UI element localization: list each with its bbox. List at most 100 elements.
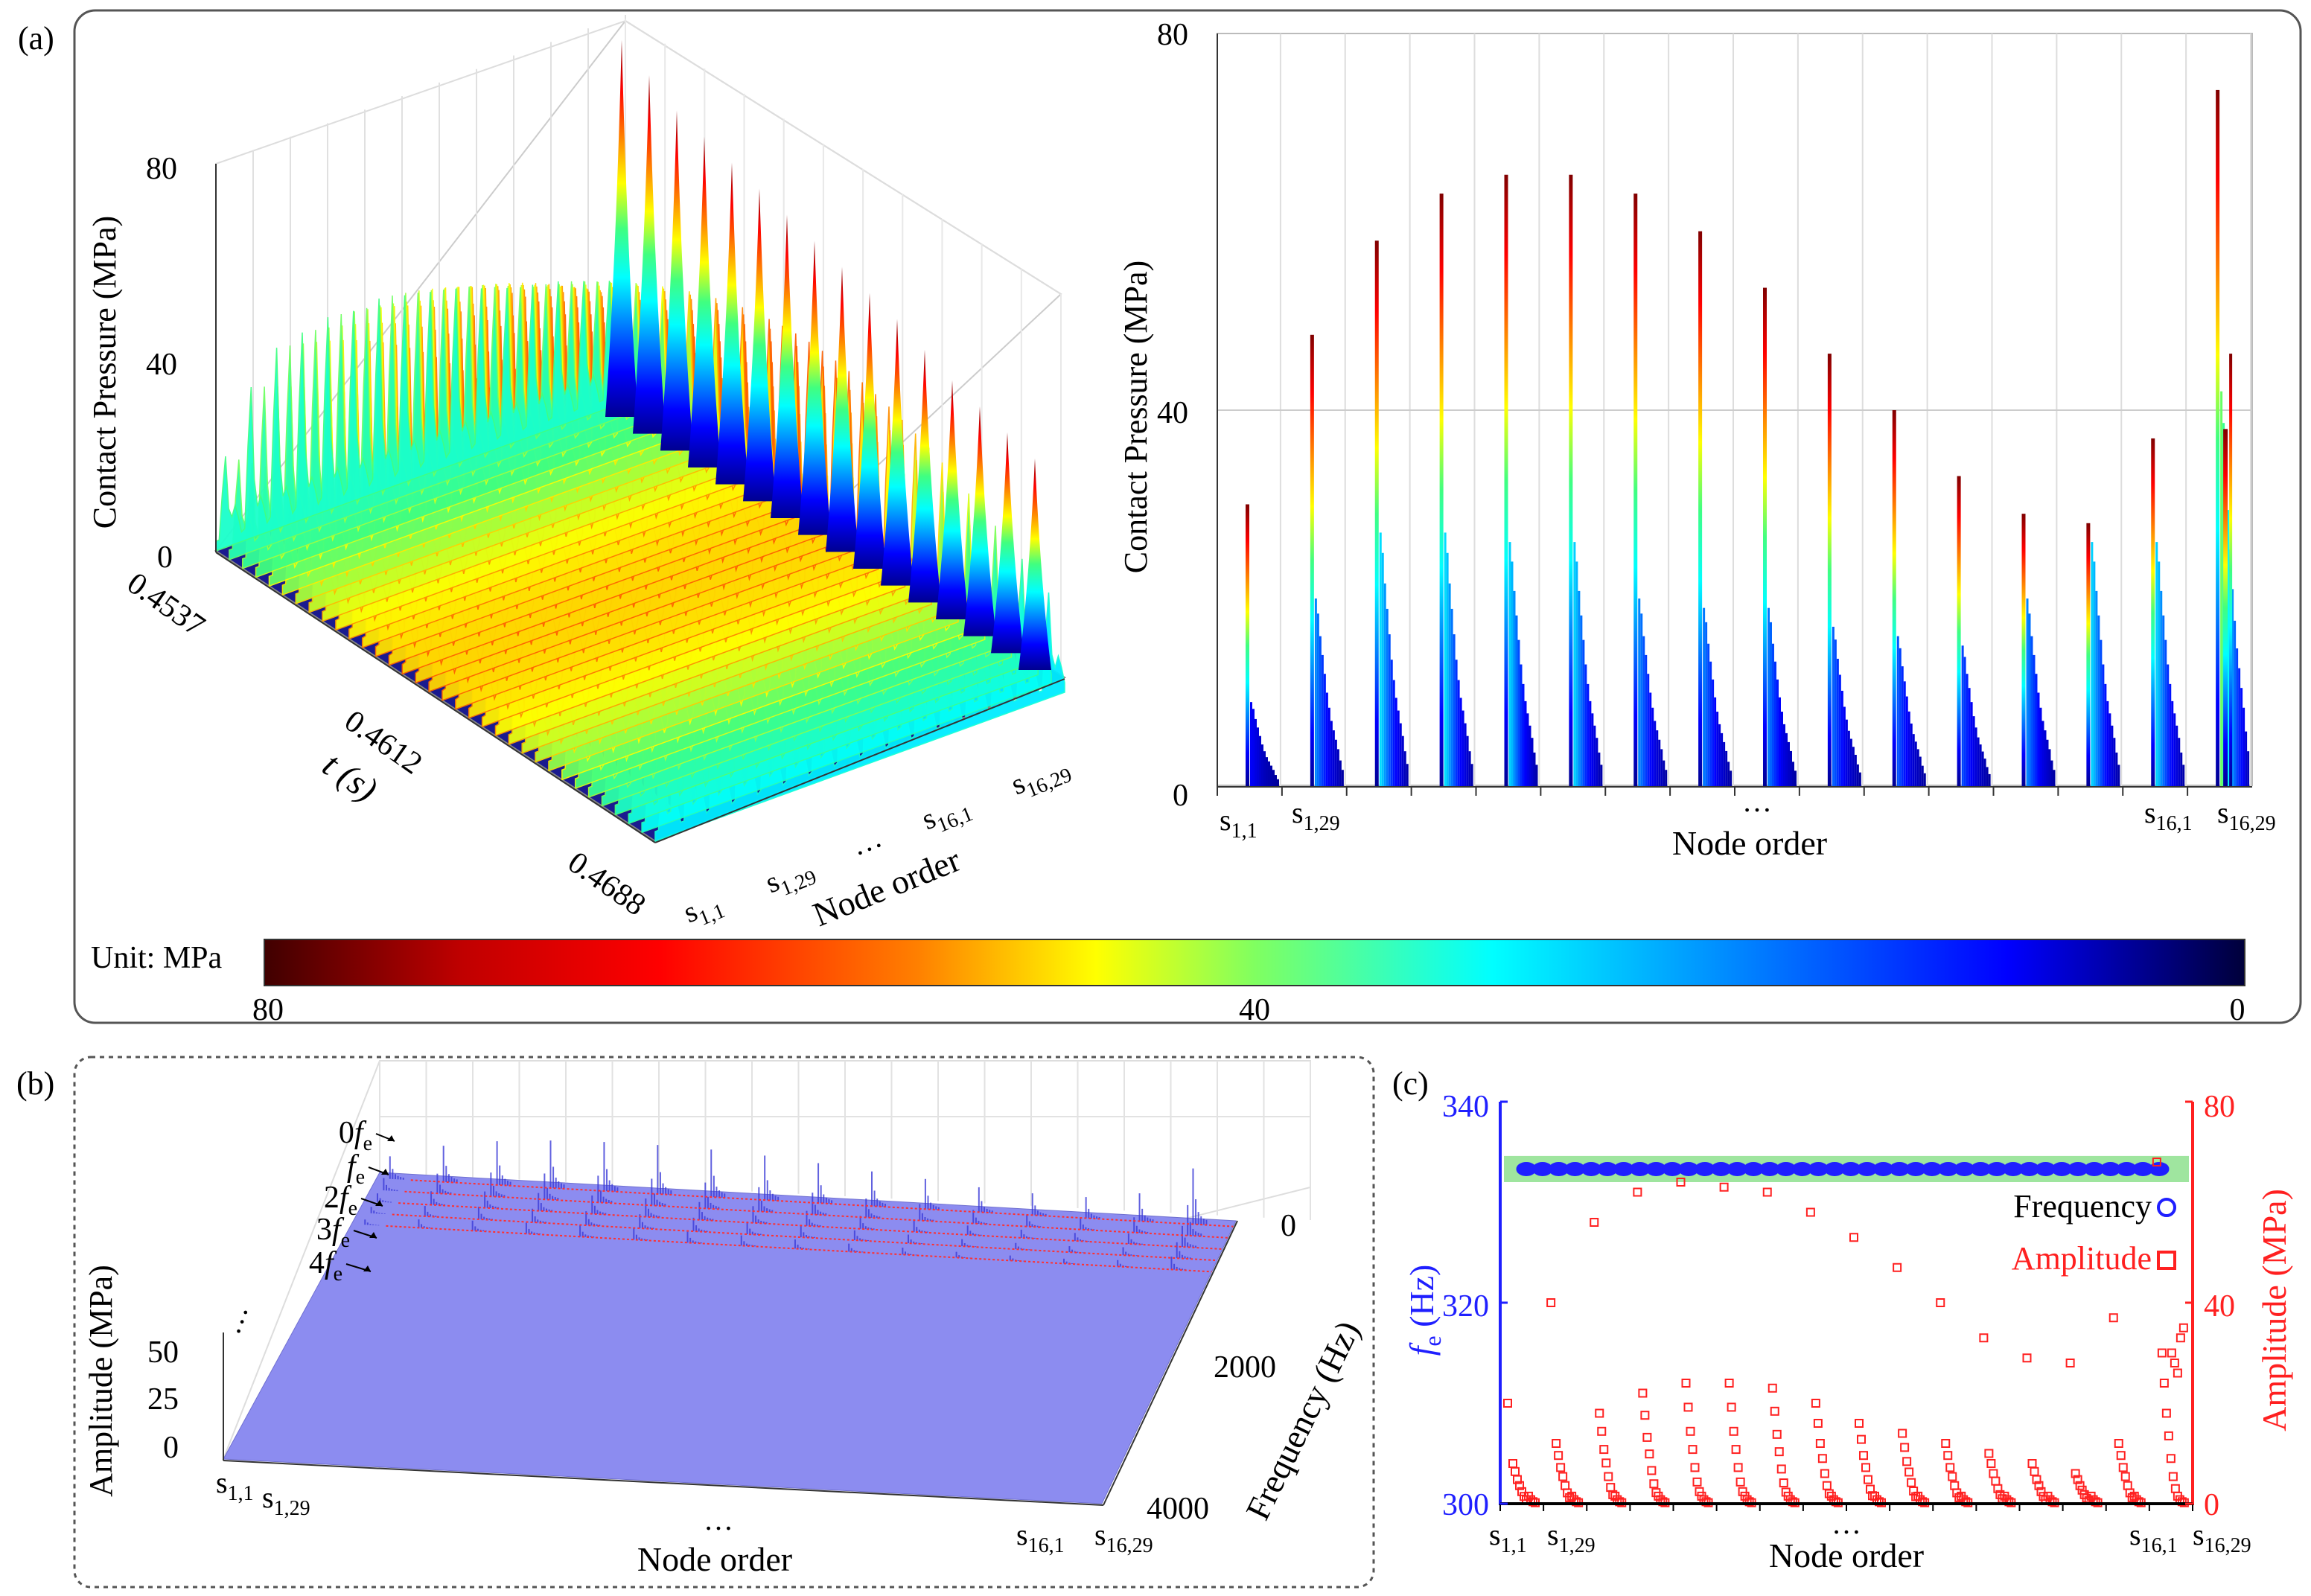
c-amplitude-point (2175, 1333, 2185, 1343)
a2d-cluster-bar (2113, 738, 2116, 787)
a2d-cluster-bar (1966, 674, 1969, 787)
a3d-xtick-s1-1: s1,1 (679, 884, 729, 935)
c-amplitude-point (1813, 1419, 1823, 1428)
colorbar-tick-80: 80 (252, 993, 284, 1027)
a2d-cluster-bar (2240, 688, 2243, 787)
c-amplitude-point (1898, 1429, 1907, 1438)
c-amplitude-point (1849, 1233, 1858, 1242)
b-harmonic-line (404, 1190, 1228, 1239)
a2d-cluster-bar (2231, 589, 2234, 787)
c-amplitude-point (1692, 1477, 1702, 1487)
a2d-bar-group (1410, 194, 1473, 796)
c-amplitude-point (1979, 1333, 1989, 1343)
a2d-cluster-bar (1272, 770, 1275, 787)
c-amplitude-point (1904, 1467, 1914, 1477)
c-amplitude-point (1788, 1497, 1797, 1507)
c-amplitude-point (1893, 1263, 1902, 1272)
b-ylabel: Frequency (Hz) (1238, 1315, 1367, 1525)
c-amplitude-point (1815, 1439, 1825, 1448)
c-amplitude-point (1529, 1497, 1537, 1507)
a2d-cluster-bar (1709, 661, 1712, 787)
a2d-bar-group (1281, 334, 1344, 796)
a2d-ytick-80: 80 (1157, 18, 1188, 52)
a3d-side-peak (991, 432, 1024, 654)
a2d-cluster-bar (1899, 648, 1902, 787)
c-amplitude-point (1590, 1218, 1599, 1227)
c-amplitude-point (1993, 1484, 2003, 1493)
a2d-bar-group (1863, 410, 1926, 796)
a2d-cluster-bar (2050, 760, 2053, 787)
a3d-ytick-0: 0.4537 (121, 566, 211, 644)
a2d-cluster-bar (1575, 561, 1578, 787)
c-amplitude-point (1595, 1408, 1604, 1418)
frequency-amplitude-scatter (1499, 1100, 2194, 1511)
a2d-cluster-bar (1589, 700, 1592, 787)
b-xtick-s16-1: s16,1 (1016, 1518, 1065, 1557)
b-harmonic-line (410, 1179, 1234, 1228)
a2d-cluster-bar (1788, 741, 1790, 787)
a2d-cluster-bar (1263, 751, 1266, 787)
c-amplitude-point (2168, 1472, 2178, 1481)
a2d-cluster-bar (2220, 391, 2223, 787)
c-xtick-s16-1: s16,1 (2129, 1518, 2178, 1557)
c-amplitude-point (1776, 1464, 1786, 1474)
a2d-cluster-bar (1455, 660, 1458, 787)
a2d-cluster-bar (1257, 727, 1259, 787)
a2d-cluster-bar (1457, 680, 1460, 787)
b-ytick-0: 0 (1281, 1209, 1296, 1243)
a2d-cluster-bar (2245, 731, 2248, 787)
a2d-cluster-bar (1383, 583, 1386, 787)
a2d-bar-group (1798, 354, 1861, 796)
a2d-cluster-bar (1392, 680, 1395, 787)
a2d-cluster-bar (1511, 561, 1514, 787)
a2d-cluster-bar (1910, 723, 1913, 787)
a2d-cluster-bar (1319, 636, 1322, 787)
a2d-bar-group (1540, 174, 1603, 796)
a3d-ztick-80: 80 (146, 152, 177, 186)
a2d-cluster-bar (1330, 721, 1333, 787)
panel-a-label: (a) (18, 20, 54, 57)
a2d-cluster-bar (1593, 725, 1596, 787)
a2d-cluster-bar (2041, 721, 2044, 787)
b-ztick-25: 25 (147, 1382, 179, 1417)
a2d-peak-bar (1763, 287, 1767, 787)
a2d-cluster-bar (1573, 542, 1576, 787)
a2d-peak-bar (1827, 354, 1832, 788)
c-amplitude-point (1945, 1463, 1955, 1472)
b-xtick-s1-29: s1,29 (262, 1481, 310, 1520)
b-harmonic-line (392, 1213, 1217, 1262)
c-amplitude-point (1686, 1426, 1695, 1436)
c-amplitude-point (2071, 1469, 2080, 1478)
a2d-cluster-bar (1252, 709, 1255, 787)
b-zlabel: Amplitude (MPa) (83, 1265, 119, 1497)
a2d-cluster-bar (1972, 716, 1975, 787)
a2d-cluster-bar (1921, 765, 1924, 787)
a2d-cluster-bar (2238, 668, 2241, 787)
c-amplitude-point (1772, 1429, 1782, 1439)
a2d-cluster-bar (2180, 752, 2183, 787)
b-ytick-4000: 4000 (1147, 1492, 1209, 1526)
c-ytick-left-300: 300 (1442, 1488, 1489, 1522)
a3d-side-peak (936, 380, 969, 619)
c-xtick-s1-1: s1,1 (1489, 1518, 1527, 1557)
a2d-cluster-bar (1843, 706, 1846, 787)
a2d-cluster-bar (1584, 664, 1587, 787)
a2d-cluster-bar (1277, 779, 1279, 787)
a2d-cluster-bar (1535, 765, 1538, 787)
c-amplitude-point (1729, 1426, 1738, 1436)
a2d-cluster-bar (1790, 750, 1792, 787)
c-amplitude-point (1733, 1463, 1743, 1472)
a2d-cluster-bar (1336, 749, 1339, 787)
c-amplitude-point (1731, 1445, 1741, 1455)
a2d-cluster-bar (1270, 765, 1272, 787)
colorbar (264, 939, 2245, 986)
c-amplitude-point (1774, 1447, 1784, 1457)
a2d-cluster-bar (1727, 762, 1730, 787)
a2d-cluster-bar (2106, 700, 2109, 787)
c-amplitude-point (1688, 1445, 1698, 1455)
b-harmonic-line (398, 1202, 1223, 1250)
c-amplitude-point (1724, 1379, 1734, 1388)
a2d-cluster-bar (1660, 749, 1663, 787)
amplitude-spectrum-3d (222, 1060, 1311, 1506)
a2d-cluster-bar (2039, 707, 2042, 787)
